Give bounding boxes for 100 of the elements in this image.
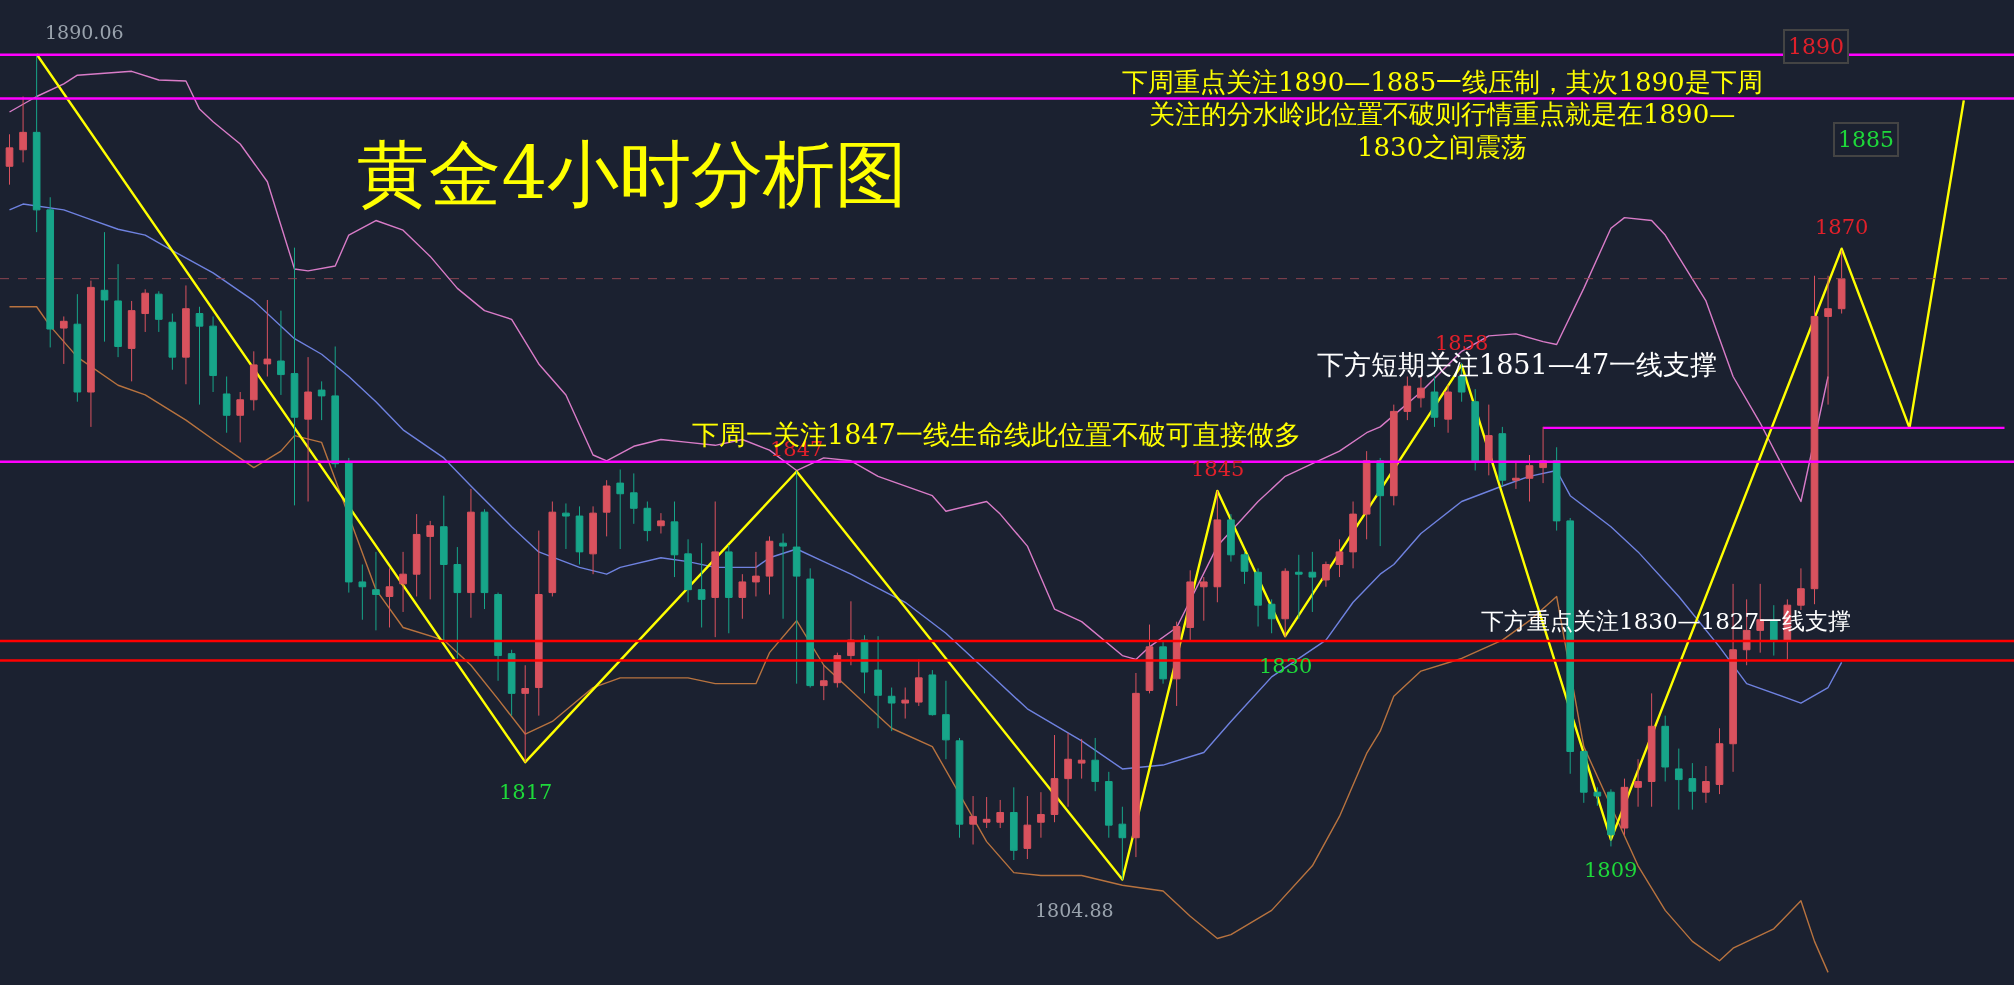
- candlestick: [1322, 561, 1330, 588]
- annotation: 1845: [1191, 457, 1245, 481]
- candlestick: [1593, 786, 1602, 807]
- candlestick: [1512, 460, 1520, 490]
- candlestick: [1674, 748, 1683, 811]
- candlestick: [792, 470, 801, 685]
- candlestick: [657, 512, 665, 534]
- candlestick: [1471, 388, 1480, 472]
- candlestick: [1620, 778, 1629, 836]
- candlestick: [575, 505, 584, 565]
- candlestick: [453, 546, 462, 659]
- candlestick: [738, 573, 747, 620]
- candlestick: [46, 196, 55, 348]
- candlestick: [819, 664, 828, 701]
- candlestick: [344, 457, 353, 594]
- candlestick: [548, 501, 557, 597]
- candlestick: [1267, 598, 1276, 634]
- candlestick: [643, 501, 652, 542]
- candlestick: [1552, 446, 1561, 532]
- candlestick: [955, 737, 964, 839]
- candlestick: [1715, 727, 1724, 795]
- candlestick: [521, 664, 530, 763]
- candlestick: [1498, 426, 1507, 487]
- candlestick: [629, 472, 638, 525]
- candlestick: [263, 299, 272, 378]
- candlestick: [141, 288, 150, 333]
- candlestick: [1688, 762, 1697, 811]
- candlestick: [5, 133, 14, 186]
- annotation: 1809: [1584, 858, 1638, 882]
- candlestick: [752, 551, 760, 597]
- candlestick: [507, 649, 516, 717]
- candlestick: [616, 469, 625, 550]
- candlestick: [182, 284, 190, 385]
- candlestick: [1050, 734, 1059, 823]
- candlestick: [1810, 275, 1819, 605]
- candlestick: [304, 356, 312, 503]
- candlestick: [1186, 569, 1195, 641]
- candlestick: [439, 495, 448, 641]
- candlestick: [1444, 384, 1452, 434]
- annotation: 1890.06: [45, 21, 124, 43]
- candlestick: [32, 53, 41, 233]
- annotation: 1830之间震荡: [1357, 132, 1528, 162]
- candlestick: [1634, 758, 1642, 808]
- candlestick: [73, 293, 82, 403]
- candlestick: [1647, 692, 1656, 808]
- candlestick: [277, 310, 285, 396]
- candlestick: [1294, 554, 1303, 620]
- candlestick: [127, 300, 136, 382]
- candlestick: [1797, 567, 1805, 611]
- candlestick: [1403, 376, 1412, 421]
- annotation: 1817: [499, 780, 553, 804]
- candlestick: [1104, 771, 1113, 839]
- candlestick: [969, 795, 977, 846]
- candlestick: [1362, 450, 1371, 540]
- candlestick: [1240, 551, 1249, 585]
- candlestick: [602, 479, 611, 537]
- candlestick: [154, 290, 163, 333]
- candlestick: [1009, 786, 1018, 861]
- candlestick: [928, 669, 937, 717]
- candlestick: [942, 680, 950, 760]
- candlestick: [1199, 576, 1208, 622]
- candlestick: [1376, 457, 1385, 547]
- candlestick: [1159, 639, 1167, 685]
- candlestick: [847, 600, 855, 666]
- candlestick: [996, 799, 1005, 829]
- candlestick: [1037, 791, 1045, 839]
- candlestick: [1824, 275, 1832, 406]
- candlestick: [1607, 788, 1615, 847]
- candlestick: [372, 551, 380, 631]
- candlestick: [1308, 551, 1317, 613]
- candlestick: [114, 263, 122, 358]
- candlestick: [236, 391, 245, 443]
- annotation: 关注的分水岭此位置不破则行情重点就是在1890—: [1149, 99, 1736, 129]
- candlestick: [901, 687, 910, 720]
- candlestick: [697, 542, 706, 628]
- candlestick: [1661, 715, 1670, 783]
- candlestick: [684, 538, 692, 603]
- candlestick: [562, 502, 570, 550]
- annotation: 1890: [1788, 34, 1844, 59]
- candlestick: [1335, 538, 1344, 578]
- candlestick: [1064, 732, 1072, 808]
- candlestick: [1091, 737, 1100, 792]
- candlestick: [317, 380, 326, 421]
- candlestick: [331, 345, 340, 469]
- candlestick: [195, 306, 204, 406]
- candlestick: [534, 530, 543, 717]
- candlestick: [209, 315, 217, 393]
- candlestick: [724, 544, 733, 634]
- candlestick: [494, 592, 502, 682]
- candlestick: [1484, 404, 1493, 476]
- candlestick: [59, 315, 68, 365]
- candlestick: [385, 567, 394, 628]
- candlestick: [87, 280, 95, 428]
- candlestick: [1227, 513, 1235, 563]
- candlestick: [1349, 501, 1357, 569]
- candlestick: [670, 501, 679, 578]
- candlestick: [480, 508, 489, 610]
- candlestick: [1254, 567, 1262, 627]
- candlestick: [1702, 765, 1710, 804]
- candlestick: [358, 563, 367, 621]
